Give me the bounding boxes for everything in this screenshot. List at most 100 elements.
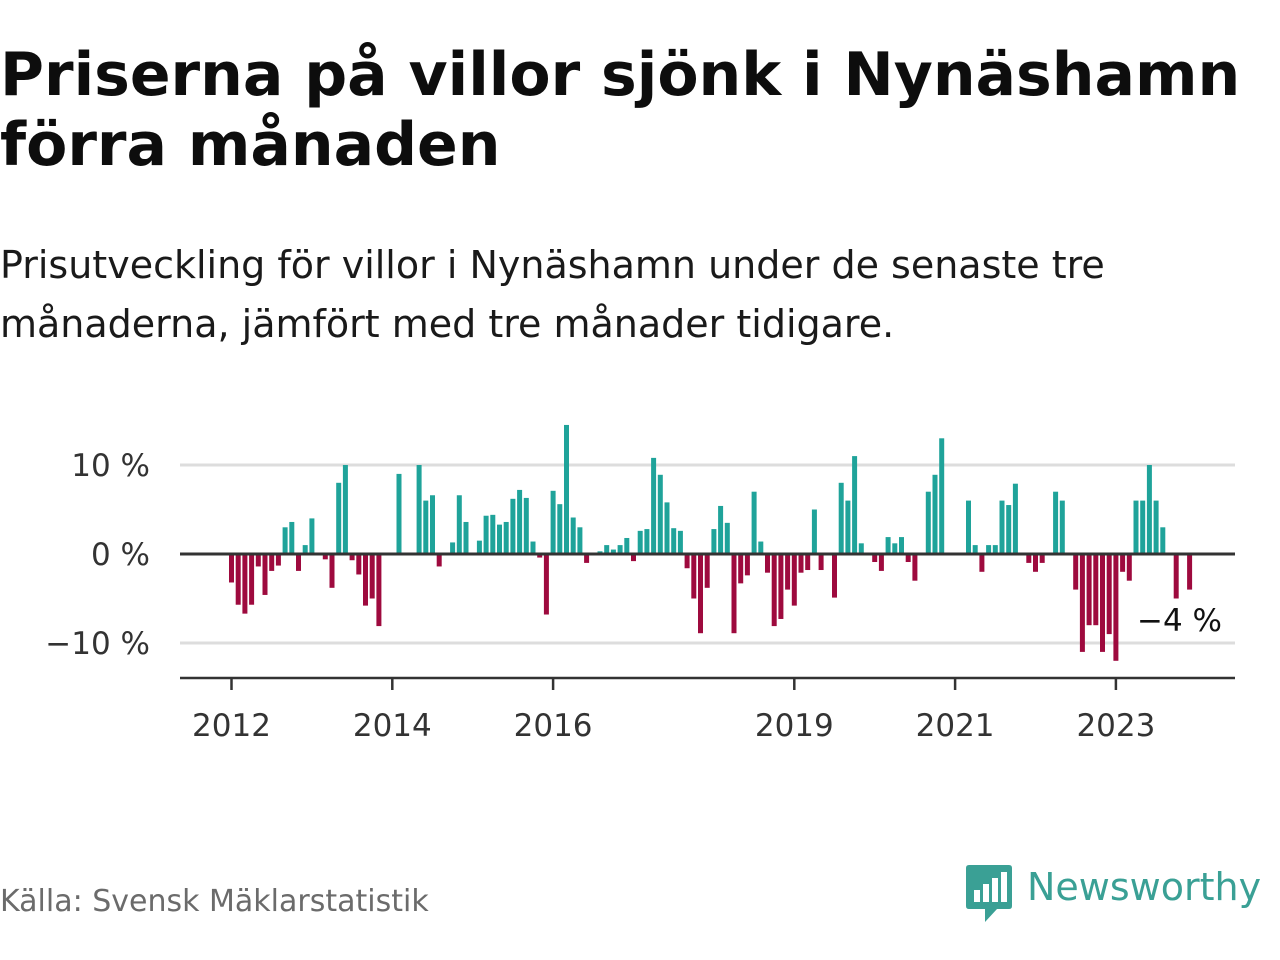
bar (1120, 554, 1126, 572)
bar (1173, 554, 1179, 599)
bar (530, 541, 536, 554)
bar (657, 474, 663, 554)
bar (1059, 500, 1065, 554)
y-tick-label: −10 % (45, 626, 150, 662)
bar (939, 438, 945, 554)
bars (229, 424, 1193, 661)
bar (704, 554, 710, 588)
bar (517, 489, 523, 554)
bar (1146, 465, 1152, 554)
bar (966, 500, 971, 554)
bar (892, 543, 898, 554)
bar (637, 530, 643, 554)
bar (838, 482, 844, 554)
bar (1160, 527, 1166, 554)
bar (979, 554, 985, 572)
bar (778, 554, 784, 619)
bar (1100, 554, 1105, 652)
bar (322, 554, 328, 560)
bar (1039, 554, 1045, 563)
bar (557, 504, 563, 554)
bar (430, 495, 435, 554)
bar (262, 554, 268, 595)
bar (490, 514, 496, 554)
x-tick-label: 2023 (1076, 708, 1155, 744)
y-tick-label: 10 % (71, 448, 150, 484)
bar (832, 554, 837, 598)
bar (811, 509, 817, 554)
x-tick-label: 2012 (192, 708, 271, 744)
x-tick-label: 2016 (514, 708, 593, 744)
bar (1033, 554, 1038, 572)
bar (1006, 505, 1012, 554)
bar (436, 554, 442, 567)
x-tick-label: 2019 (755, 708, 834, 744)
bar (845, 500, 851, 554)
bar (282, 527, 288, 554)
bar (1053, 491, 1059, 554)
bar (677, 530, 683, 554)
source-note: Källa: Svensk Mäklarstatistik (0, 884, 429, 919)
bar (724, 522, 730, 554)
bar (731, 554, 737, 634)
bar (992, 545, 998, 554)
bar (275, 554, 281, 566)
bar (751, 491, 757, 554)
bar (738, 554, 744, 584)
bar (610, 549, 616, 554)
bar (289, 521, 295, 554)
bar (718, 505, 724, 554)
bar (336, 482, 342, 554)
bar (537, 554, 543, 558)
bar (1026, 554, 1032, 563)
bar (986, 545, 992, 554)
bar (450, 542, 456, 554)
x-tick-label: 2021 (916, 708, 995, 744)
bar (691, 554, 697, 599)
bar (885, 537, 891, 554)
bar (785, 554, 791, 590)
bar (1133, 500, 1139, 554)
brand-name: Newsworthy (1027, 865, 1262, 909)
brand-logo[interactable]: Newsworthy (963, 862, 1261, 924)
bar (671, 528, 677, 554)
bar (550, 490, 556, 554)
bar (255, 554, 261, 567)
chart-title: Priserna på villor sjönk i Nynäshamn för… (0, 40, 1241, 180)
bar (249, 554, 255, 605)
bar (798, 554, 804, 573)
bar (570, 517, 576, 554)
bar (510, 498, 516, 554)
bar (1113, 554, 1119, 661)
bar (999, 500, 1005, 554)
bar (296, 554, 301, 571)
last-value-label: −4 % (1137, 603, 1222, 639)
bar (269, 554, 275, 571)
chart-subtitle: Prisutveckling för villor i Nynäshamn un… (0, 243, 1105, 346)
bar (771, 554, 777, 627)
bar (805, 554, 811, 571)
bar (912, 554, 918, 581)
bar (302, 545, 308, 554)
bar (416, 465, 422, 554)
bar (503, 521, 509, 554)
bar (852, 456, 858, 554)
bar (644, 529, 650, 554)
bar (878, 554, 884, 571)
axes: 10 % 0 % −10 % 2012 2014 2016 2019 2021 2023 (45, 448, 1235, 744)
bar (229, 554, 234, 583)
bar (577, 527, 583, 554)
bar (1073, 554, 1079, 590)
bar (497, 524, 502, 554)
bar (564, 424, 569, 554)
bar (423, 500, 429, 554)
bar (899, 537, 904, 554)
x-tick-label: 2014 (353, 708, 432, 744)
grid-lines (180, 463, 1235, 645)
bar (456, 495, 462, 554)
bar (356, 554, 362, 575)
bar (523, 497, 529, 554)
bar (758, 541, 764, 554)
bar (932, 474, 938, 554)
bar (476, 540, 482, 554)
